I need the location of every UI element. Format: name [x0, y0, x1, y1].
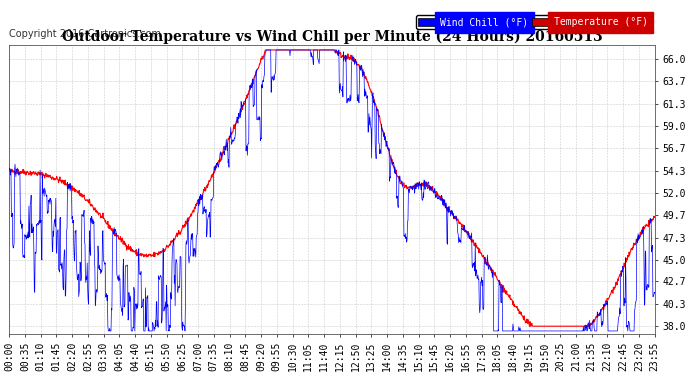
Title: Outdoor Temperature vs Wind Chill per Minute (24 Hours) 20160513: Outdoor Temperature vs Wind Chill per Mi…	[61, 30, 602, 44]
Text: Copyright 2016 Cartronics.com: Copyright 2016 Cartronics.com	[9, 29, 161, 39]
Legend: Wind Chill (°F), Temperature (°F): Wind Chill (°F), Temperature (°F)	[416, 15, 650, 29]
